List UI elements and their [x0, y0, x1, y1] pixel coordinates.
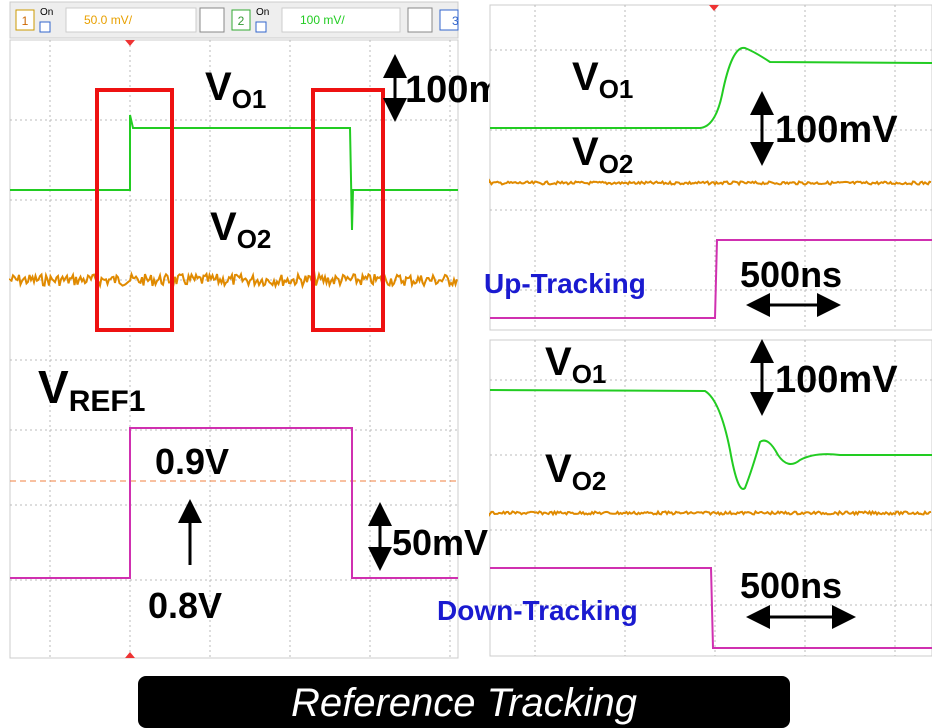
- ch1-on: On: [40, 7, 53, 18]
- ch2-scale: 100 mV/: [300, 13, 345, 27]
- up-panel: VO1 100mV VO2 Up-Tracking 500ns: [484, 5, 932, 330]
- high-level: 0.9V: [155, 441, 229, 482]
- ch1-check[interactable]: [40, 22, 50, 32]
- ch3: 3: [452, 14, 459, 28]
- left-panel: VO1 100mV VO2 VREF1 0.9V 0.8V 50mV: [10, 40, 528, 658]
- ch2-coupling[interactable]: [408, 8, 432, 32]
- toolbar: 1 On 50.0 mV/ 2 On 100 mV/ 3: [10, 2, 459, 38]
- ch1-scale: 50.0 mV/: [84, 13, 133, 27]
- caption: Reference Tracking: [291, 681, 637, 725]
- ch2-check[interactable]: [256, 22, 266, 32]
- scale: 100mV: [775, 359, 898, 401]
- low-level: 0.8V: [148, 585, 222, 626]
- ch2-on: On: [256, 7, 269, 18]
- ch1-coupling[interactable]: [200, 8, 224, 32]
- time-scale: 500ns: [740, 565, 842, 606]
- vref-scale: 50mV: [392, 522, 488, 563]
- mode-label: Down-Tracking: [437, 595, 638, 626]
- down-panel: VO1 100mV VO2 Down-Tracking 500ns: [437, 340, 932, 656]
- scale: 100mV: [775, 109, 898, 151]
- mode-label: Up-Tracking: [484, 268, 646, 299]
- ch1: 1: [22, 14, 29, 28]
- time-scale: 500ns: [740, 254, 842, 295]
- figure: 1 On 50.0 mV/ 2 On 100 mV/ 3 VO1 100mV V…: [0, 0, 932, 728]
- ch2: 2: [238, 14, 245, 28]
